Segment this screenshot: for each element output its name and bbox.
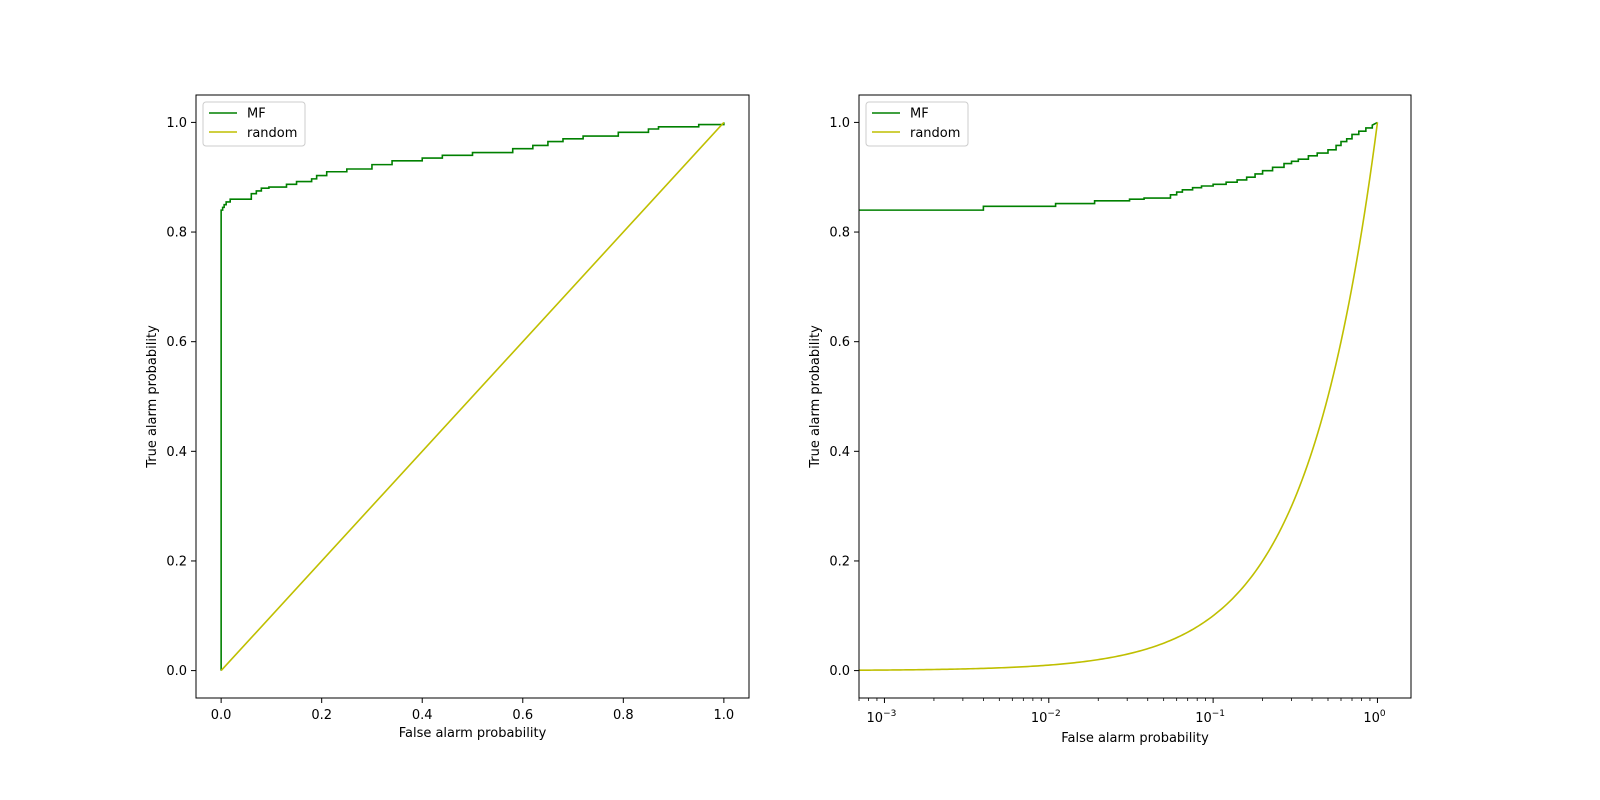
left-y-tick-label: 0.6	[166, 335, 187, 350]
left-y-tick-label: 1.0	[166, 116, 187, 131]
left-y-tick-label: 0.4	[166, 445, 187, 460]
left-chart: 0.0 0.2 0.4 0.6 0.8 1.0 0.0 0.2 0.4 0.6 0.8 1.0 Fa…	[145, 94, 750, 741]
left-x-tick-label: 0.4	[412, 708, 433, 723]
left-x-tick-label: 0.8	[613, 708, 634, 723]
left-y-ticks: 0.0 0.2 0.4 0.6 0.8 1.0	[166, 116, 196, 679]
right-x-axis-title: False alarm probability	[1061, 731, 1209, 746]
right-legend: MF random	[865, 101, 969, 147]
left-series-mf-line	[220, 122, 725, 671]
right-y-tick-label: 0.4	[829, 445, 850, 460]
left-y-tick-label: 0.2	[166, 554, 187, 569]
left-legend-mf-label: MF	[247, 107, 266, 122]
left-x-axis-title: False alarm probability	[399, 726, 547, 741]
right-y-tick-label: 0.2	[829, 554, 850, 569]
left-y-tick-label: 0.0	[166, 664, 187, 679]
right-chart: 10−3 10−2 10−1 100 0.00.20.40.60.81.0 False…	[808, 94, 1412, 746]
left-x-tick-label: 1.0	[714, 708, 735, 723]
right-y-tick-label: 1.0	[829, 116, 850, 131]
right-y-tick-label: 0.6	[829, 335, 850, 350]
left-x-tick-label: 0.6	[512, 708, 533, 723]
left-y-tick-label: 0.8	[166, 226, 187, 241]
left-legend-random-label: random	[247, 126, 297, 141]
right-y-ticks: 0.0 0.2 0.4 0.6 0.8 1.0	[829, 116, 859, 679]
left-x-tick-label: 0.0	[211, 708, 232, 723]
left-legend: MF random	[202, 101, 306, 147]
left-y-axis-title: True alarm probability	[145, 325, 160, 469]
right-y-axis-title: True alarm probability	[808, 325, 823, 469]
left-series-random-line	[220, 121, 725, 672]
left-x-tick-label: 0.2	[311, 708, 332, 723]
right-series-random-line	[858, 122, 1379, 672]
right-legend-random-label: random	[910, 126, 960, 141]
left-series-layer	[220, 121, 725, 672]
right-y-tick-label: 0.8	[829, 226, 850, 241]
right-series-mf-line	[859, 121, 1378, 211]
left-x-ticks: 0.0 0.2 0.4 0.6 0.8 1.0	[211, 698, 734, 723]
right-series-layer	[858, 121, 1379, 672]
right-plot-frame	[858, 94, 1412, 699]
right-legend-mf-label: MF	[910, 107, 929, 122]
right-y-tick-label: 0.0	[829, 664, 850, 679]
left-plot-frame	[195, 94, 750, 699]
